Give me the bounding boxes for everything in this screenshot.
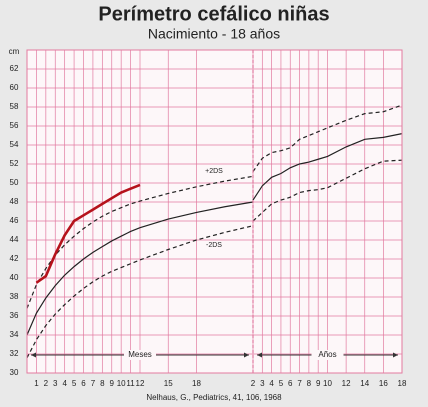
- x-tick-label: 5: [72, 379, 77, 388]
- x-tick-label: 3: [260, 379, 265, 388]
- series-label: -2DS: [206, 242, 222, 249]
- x-tick-label: 3: [53, 379, 58, 388]
- y-tick-label: 58: [10, 102, 19, 111]
- y-tick-label: 46: [10, 216, 19, 225]
- x-tick-label: 8: [100, 379, 105, 388]
- source: Nelhaus, G., Pediatrics, 41, 106, 1968: [146, 393, 282, 402]
- x-tick-label: 6: [288, 379, 293, 388]
- x-tick-label: 7: [297, 379, 302, 388]
- series-line: [252, 133, 403, 201]
- y-tick-label: 36: [10, 311, 19, 320]
- series-line: [252, 159, 403, 222]
- x-tick-label: 16: [379, 379, 388, 388]
- x-tick-label: 6: [81, 379, 86, 388]
- y-tick-label: 54: [10, 140, 19, 149]
- y-tick-label: 40: [10, 273, 19, 282]
- x-tick-label: 9: [110, 379, 115, 388]
- x-tick-label: 10: [323, 379, 332, 388]
- y-tick-label: 62: [10, 64, 19, 73]
- y-axis-label: cm: [9, 47, 20, 56]
- y-tick-label: 50: [10, 178, 19, 187]
- y-tick-label: 34: [10, 330, 19, 339]
- y-tick-label: 32: [10, 349, 19, 358]
- x-tick-label: 4: [269, 379, 274, 388]
- y-tick-label: 38: [10, 292, 19, 301]
- plot-border: [26, 49, 403, 374]
- x-tick-label: 2: [44, 379, 49, 388]
- x-tick-label: 10: [117, 379, 126, 388]
- chart-subtitle: Nacimiento - 18 años: [148, 26, 280, 42]
- y-tick-label: 30: [10, 368, 19, 377]
- y-tick-label: 52: [10, 159, 19, 168]
- axis-label-bg: [311, 350, 344, 360]
- x-tick-label: 4: [62, 379, 67, 388]
- x-tick-label: 5: [279, 379, 284, 388]
- y-tick-label: 60: [10, 83, 19, 92]
- chart-title: Perímetro cefálico niñas: [98, 3, 329, 25]
- x-axis-label: Años: [318, 350, 336, 359]
- x-tick-label: 12: [342, 379, 351, 388]
- series-line: [26, 225, 254, 359]
- series-line: [26, 201, 254, 336]
- x-tick-label: 1: [34, 379, 39, 388]
- x-tick-label: 12: [136, 379, 145, 388]
- x-tick-label: 18: [398, 379, 407, 388]
- y-tick-label: 44: [10, 235, 19, 244]
- x-tick-label: 15: [164, 379, 173, 388]
- axis-label-bg: [124, 350, 156, 360]
- x-tick-label: 9: [316, 379, 321, 388]
- series-line: [35, 183, 141, 284]
- series-line: [26, 175, 254, 309]
- x-tick-label: 11: [126, 379, 135, 388]
- x-axis-label: Meses: [128, 350, 152, 359]
- y-tick-label: 48: [10, 197, 19, 206]
- y-tick-label: 56: [10, 121, 19, 130]
- y-tick-label: 42: [10, 254, 19, 263]
- x-tick-label: 7: [91, 379, 96, 388]
- x-tick-label: 2: [251, 379, 256, 388]
- x-tick-label: 18: [192, 379, 201, 388]
- x-tick-label: 14: [360, 379, 369, 388]
- series-label: +2DS: [205, 168, 223, 175]
- x-tick-label: 8: [307, 379, 312, 388]
- series-line: [252, 104, 403, 172]
